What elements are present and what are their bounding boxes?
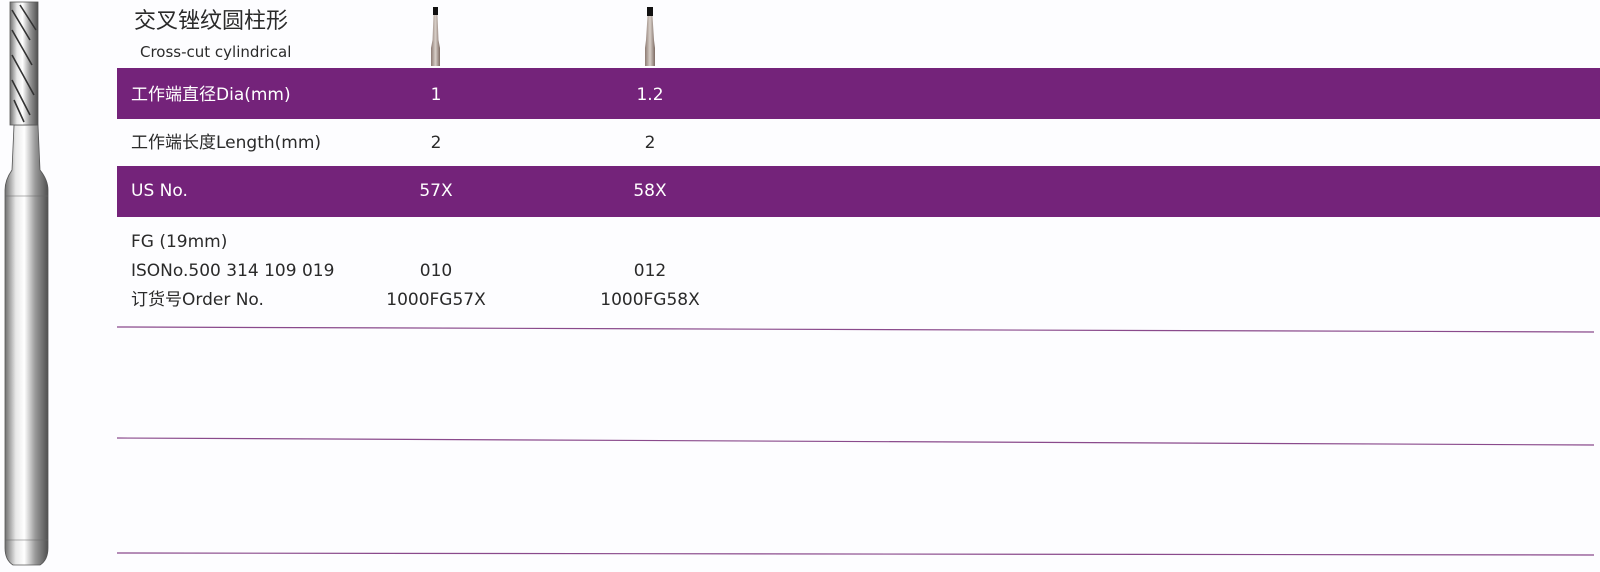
row-label: ISONo.500 314 109 019 — [131, 261, 335, 281]
row-band — [117, 68, 1600, 119]
cell: 1000FG58X — [600, 290, 700, 310]
small-bur — [645, 7, 655, 66]
cell: 2 — [430, 133, 442, 153]
cell: 2 — [644, 133, 656, 153]
cell: 58X — [633, 181, 667, 201]
cell: 1.2 — [636, 85, 664, 105]
cell: 57X — [419, 181, 453, 201]
bur-drawing — [4, 1, 49, 566]
cell: 1000FG57X — [386, 290, 486, 310]
cell: 012 — [633, 261, 667, 281]
row-label: US No. — [131, 181, 188, 201]
divider — [116, 326, 1595, 333]
row-label: 订货号Order No. — [131, 290, 264, 310]
cell: 1 — [430, 85, 442, 105]
subtitle: Cross-cut cylindrical — [140, 43, 292, 61]
row-label: 工作端直径Dia(mm) — [131, 85, 291, 105]
divider — [116, 437, 1595, 446]
title: 交叉锉纹圆柱形 — [134, 9, 289, 34]
row-band — [117, 166, 1600, 217]
divider — [116, 552, 1595, 556]
small-bur — [431, 7, 440, 66]
row-label: 工作端长度Length(mm) — [131, 133, 322, 153]
cell: 010 — [419, 261, 453, 281]
row-label: FG (19mm) — [131, 232, 228, 252]
